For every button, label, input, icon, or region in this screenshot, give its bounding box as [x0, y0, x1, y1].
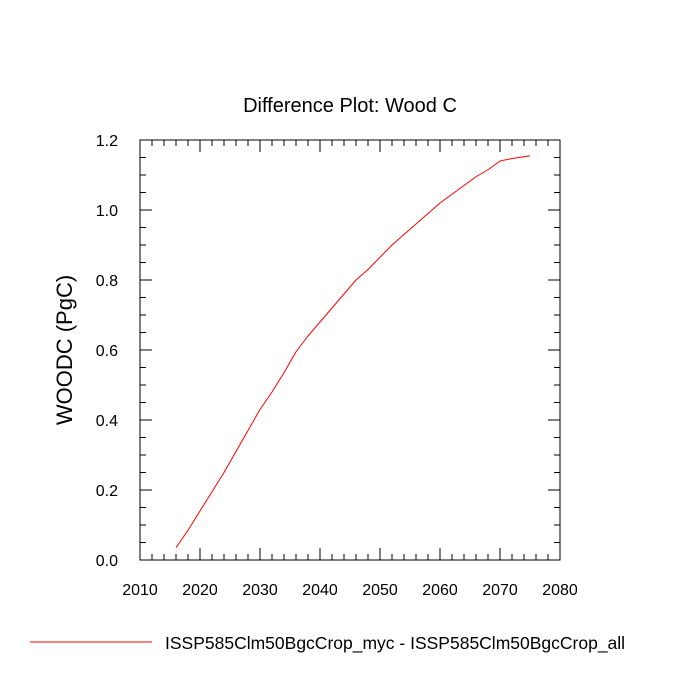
- x-tick-label: 2070: [482, 582, 518, 599]
- plot-frame: [139, 139, 561, 561]
- y-tick-label: 1.0: [96, 203, 118, 220]
- minor-ticks: [140, 140, 560, 560]
- y-tick-label: 0.0: [96, 553, 118, 570]
- x-axis-ticks: 2010 2020 2030 2040 2050 2060 2070 2080: [122, 140, 578, 599]
- y-axis-ticks: 0.0 0.2 0.4 0.6 0.8 1.0 1.2: [96, 133, 560, 570]
- x-tick-label: 2030: [242, 582, 278, 599]
- x-tick-label: 2050: [362, 582, 398, 599]
- y-tick-label: 0.8: [96, 273, 118, 290]
- series-layer: [175, 155, 531, 549]
- y-tick-label: 0.4: [96, 413, 118, 430]
- chart-title: Difference Plot: Wood C: [243, 95, 457, 117]
- y-tick-label: 1.2: [96, 133, 118, 150]
- x-tick-label: 2020: [182, 582, 218, 599]
- series-line: [175, 155, 531, 549]
- legend: ISSP585Clm50BgcCrop_myc - ISSP585Clm50Bg…: [30, 633, 625, 654]
- y-tick-label: 0.2: [96, 483, 118, 500]
- y-axis-label: WOODC (PgC): [52, 275, 77, 425]
- x-tick-label: 2080: [542, 582, 578, 599]
- y-tick-label: 0.6: [96, 343, 118, 360]
- x-tick-label: 2040: [302, 582, 338, 599]
- x-tick-label: 2060: [422, 582, 458, 599]
- legend-label: ISSP585Clm50BgcCrop_myc - ISSP585Clm50Bg…: [165, 633, 625, 654]
- x-tick-label: 2010: [122, 582, 158, 599]
